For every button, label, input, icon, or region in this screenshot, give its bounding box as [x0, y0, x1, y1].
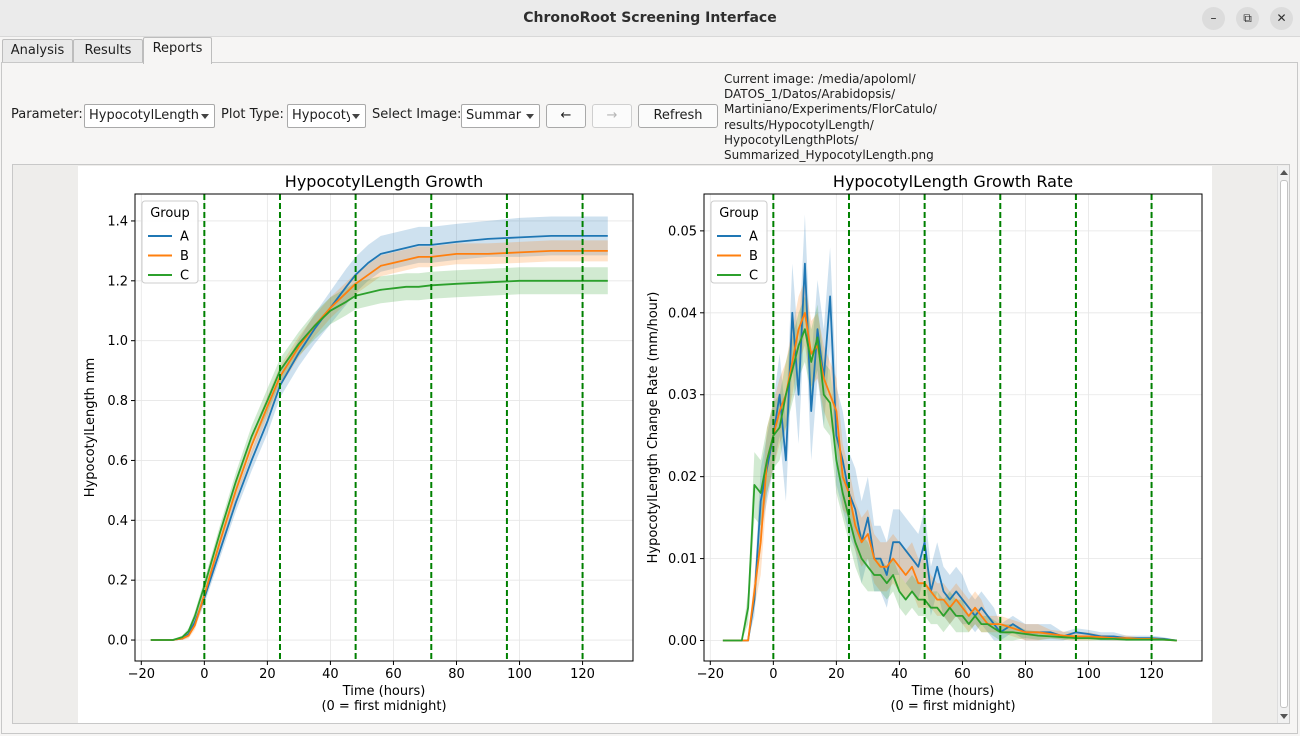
chevron-down-icon: [201, 114, 209, 119]
confidence-band-C: [150, 267, 608, 640]
tab-bar: Analysis Results Reports: [0, 37, 1300, 64]
x-axis-label: Time (hours): [911, 684, 995, 699]
y-tick-label: 0.00: [668, 634, 697, 649]
current-image-path: Current image: /media/apoloml/ DATOS_1/D…: [724, 72, 937, 163]
x-tick-label: 60: [385, 667, 402, 682]
y-tick-label: 0.0: [107, 634, 128, 649]
y-axis-label: HypocotylLength Change Rate (mm/hour): [646, 292, 661, 564]
y-tick-label: 0.4: [107, 514, 128, 529]
parameter-label: Parameter:: [11, 107, 83, 122]
x-tick-label: 100: [1076, 667, 1101, 682]
x-tick-label: 20: [828, 667, 845, 682]
chevron-down-icon: [352, 114, 360, 119]
chevron-down-icon: [526, 114, 534, 119]
legend-entry-B: B: [749, 249, 758, 264]
series-line-C: [722, 328, 1177, 642]
x-tick-label: 40: [891, 667, 908, 682]
parameter-value: HypocotylLength: [89, 108, 200, 123]
scroll-thumb[interactable]: [1280, 180, 1288, 708]
x-tick-label: 0: [769, 667, 777, 682]
maximize-icon[interactable]: ⧉: [1236, 7, 1259, 30]
plot-type-label: Plot Type:: [221, 107, 284, 122]
y-tick-label: 0.6: [107, 454, 128, 469]
x-tick-label: 20: [259, 667, 276, 682]
x-axis-label: (0 = first midnight): [890, 699, 1015, 714]
chart-title: HypocotylLength Growth Rate: [833, 172, 1073, 191]
image-viewer[interactable]: −20 0 20 40 60 80 100 120 0.0 0.2 0.4 0.6 0.8 1.0 1.2 1…: [12, 164, 1290, 724]
y-axis-label: HypocotylLength mm: [83, 358, 98, 497]
legend-title: Group: [719, 206, 759, 221]
refresh-button[interactable]: Refresh: [638, 104, 718, 128]
window-title: ChronoRoot Screening Interface: [523, 10, 777, 26]
y-tick-label: 0.03: [668, 388, 697, 403]
minimize-icon[interactable]: –: [1202, 7, 1225, 30]
legend-box: [710, 200, 768, 284]
chart-2: −20 0 20 40 60 80 100 120 0.00 0.01 0.02 0.03 0.04 0.…: [646, 172, 1203, 714]
x-tick-label: 40: [322, 667, 339, 682]
image-select-value: Summar: [466, 108, 522, 123]
y-tick-label: 0.04: [668, 306, 697, 321]
scroll-down-icon[interactable]: [1280, 714, 1288, 719]
reports-panel: Parameter: HypocotylLength Plot Type: Hy…: [1, 62, 1298, 734]
y-tick-label: 1.0: [107, 334, 128, 349]
series-line-B: [150, 250, 608, 641]
legend-title: Group: [150, 206, 190, 221]
previous-image-button[interactable]: ←: [546, 104, 586, 128]
plot-type-value: Hypocoty: [292, 108, 350, 123]
legend-entry-C: C: [180, 269, 189, 284]
legend-entry-B: B: [180, 249, 189, 264]
x-tick-label: 100: [507, 667, 532, 682]
confidence-band-A: [722, 214, 1177, 641]
y-tick-label: 1.4: [107, 214, 128, 229]
plot-frame: [703, 193, 1203, 662]
tab-results[interactable]: Results: [73, 39, 143, 63]
legend-entry-C: C: [749, 269, 758, 284]
chart-title: HypocotylLength Growth: [285, 172, 483, 191]
legend-entry-A: A: [180, 230, 189, 245]
series-line-B: [722, 311, 1177, 642]
vertical-scrollbar[interactable]: [1277, 166, 1289, 723]
y-tick-label: 1.2: [107, 274, 128, 289]
y-tick-label: 0.02: [668, 470, 697, 485]
plot-figure: −20 0 20 40 60 80 100 120 0.0 0.2 0.4 0.6 0.8 1.0 1.2 1…: [83, 172, 1203, 714]
y-tick-label: 0.01: [668, 552, 697, 567]
series-line-C: [150, 279, 608, 641]
tab-analysis[interactable]: Analysis: [2, 39, 73, 63]
y-tick-label: 0.2: [107, 574, 128, 589]
tab-reports[interactable]: Reports: [143, 37, 212, 64]
plot-type-select[interactable]: Hypocoty: [287, 104, 366, 128]
x-axis-label: (0 = first midnight): [321, 699, 446, 714]
scroll-up-icon[interactable]: [1280, 170, 1288, 175]
y-tick-label: 0.05: [668, 224, 697, 239]
x-axis-label: Time (hours): [342, 684, 426, 699]
plot-image: −20 0 20 40 60 80 100 120 0.0 0.2 0.4 0.6 0.8 1.0 1.2 1…: [78, 166, 1212, 723]
x-tick-label: 0: [200, 667, 208, 682]
y-tick-label: 0.8: [107, 394, 128, 409]
chart-1: −20 0 20 40 60 80 100 120 0.0 0.2 0.4 0.6 0.8 1.0 1.2 1…: [83, 172, 634, 714]
next-image-button[interactable]: →: [592, 104, 632, 128]
legend-entry-A: A: [749, 230, 758, 245]
plot-frame: [134, 193, 634, 662]
title-bar: ChronoRoot Screening Interface – ⧉ ✕: [0, 0, 1300, 37]
select-image-label: Select Image:: [372, 107, 462, 122]
x-tick-label: 120: [570, 667, 595, 682]
x-tick-label: 80: [1017, 667, 1034, 682]
parameter-select[interactable]: HypocotylLength: [84, 104, 215, 128]
x-tick-label: 60: [954, 667, 971, 682]
x-tick-label: −20: [128, 667, 155, 682]
close-icon[interactable]: ✕: [1270, 7, 1293, 30]
legend-box: [141, 200, 199, 284]
x-tick-label: 120: [1139, 667, 1164, 682]
x-tick-label: −20: [697, 667, 724, 682]
x-tick-label: 80: [448, 667, 465, 682]
image-select[interactable]: Summar: [461, 104, 540, 128]
